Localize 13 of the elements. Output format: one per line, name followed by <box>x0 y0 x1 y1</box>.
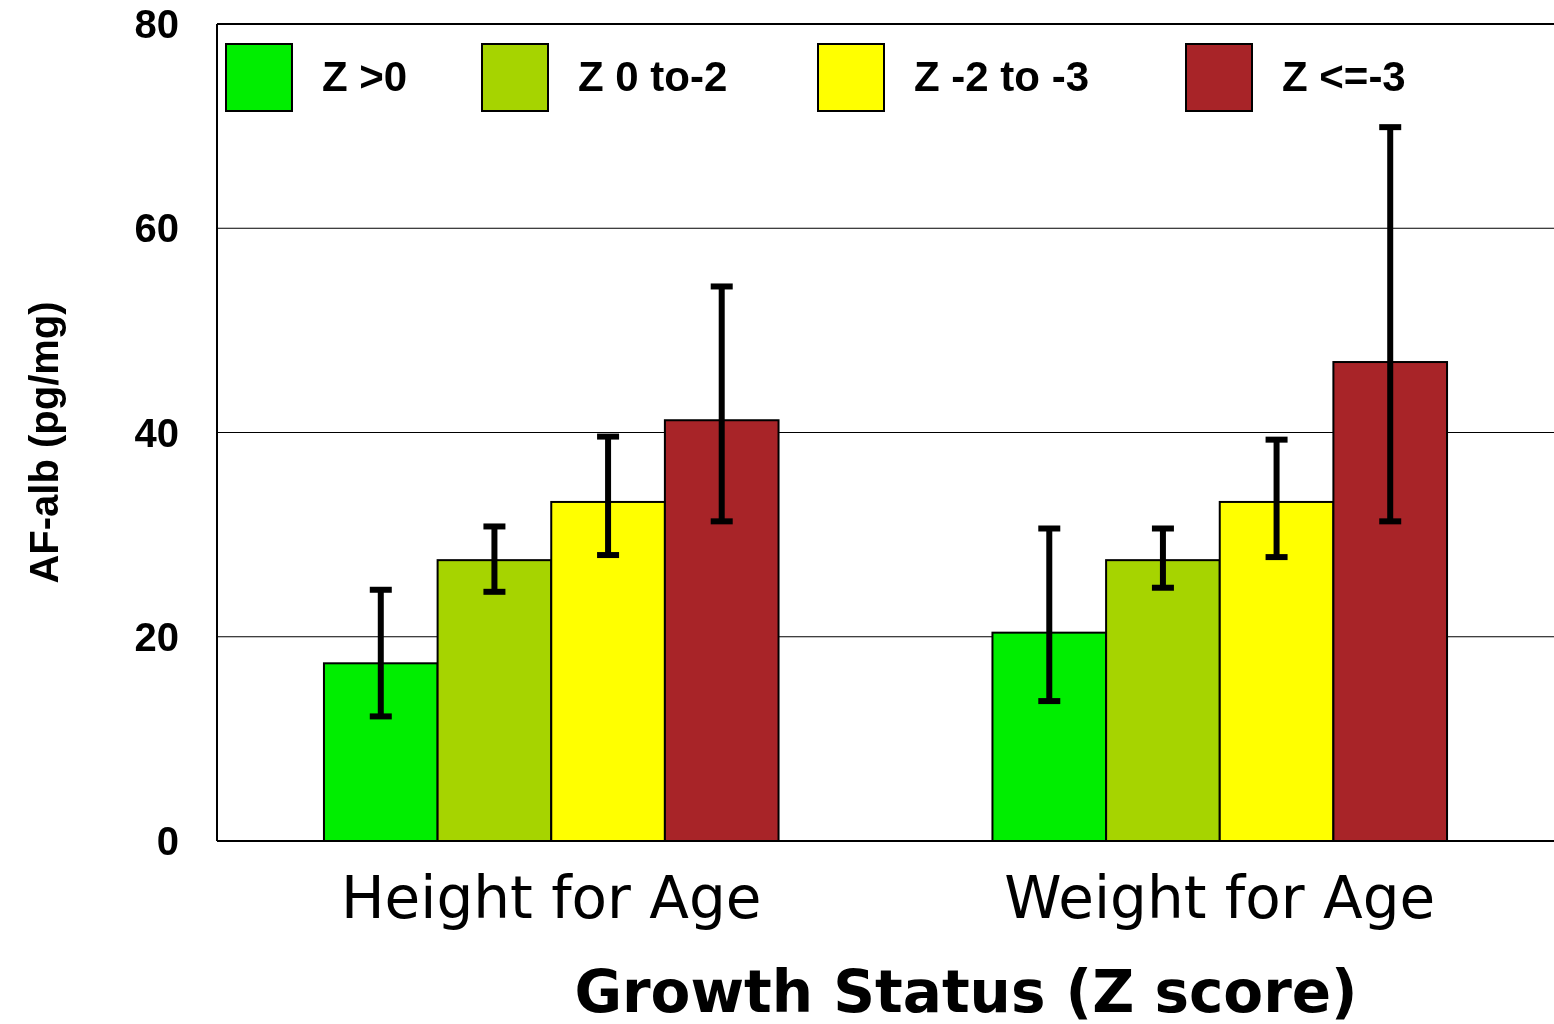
y-tick-label: 40 <box>134 410 179 455</box>
legend-label: Z -2 to -3 <box>914 52 1089 100</box>
y-tick-label: 20 <box>134 614 179 659</box>
legend-label: Z <=-3 <box>1282 52 1406 100</box>
y-axis-title: AF-alb (pg/mg) <box>22 301 66 584</box>
y-tick-label: 60 <box>134 206 179 251</box>
legend-label: Z >0 <box>322 52 408 100</box>
y-tick-label: 80 <box>134 2 179 46</box>
x-tick-label: Weight for Age <box>1004 864 1436 932</box>
legend-label: Z 0 to-2 <box>578 52 728 100</box>
x-axis-title: Growth Status (Z score) <box>574 958 1358 1024</box>
y-tick-label: 0 <box>156 819 179 863</box>
x-tick-label: Height for Age <box>340 864 762 932</box>
